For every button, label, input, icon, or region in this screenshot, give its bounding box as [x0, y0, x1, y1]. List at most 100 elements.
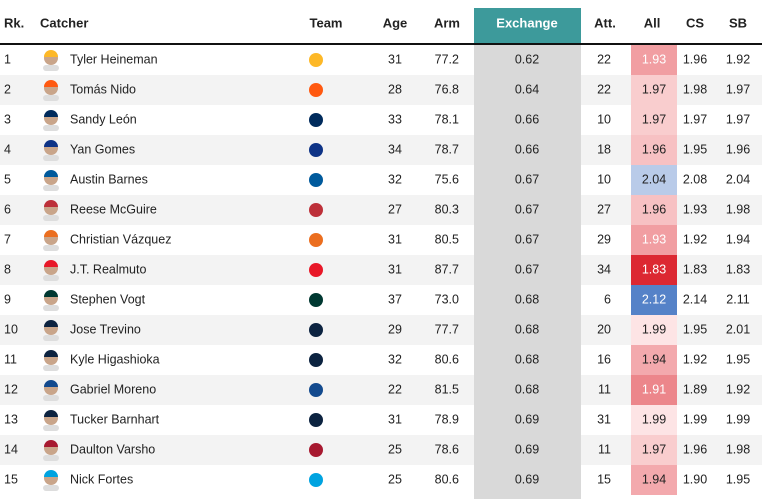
catcher-name: Christian Vázquez [70, 232, 171, 246]
header-cell[interactable]: Arm [434, 15, 460, 30]
pop-time-cs: 1.89 [683, 382, 707, 396]
pop-time-sb: 1.96 [726, 142, 750, 156]
all-cell-bg [631, 285, 677, 315]
team-logo [309, 203, 323, 217]
avatar-body [43, 335, 59, 341]
catcher-name: Nick Fortes [70, 472, 133, 486]
catcher-name: Tucker Barnhart [70, 412, 160, 426]
pop-time-all: 1.99 [642, 412, 666, 426]
pop-time-sb: 1.98 [726, 442, 750, 456]
pop-time-all: 1.96 [642, 142, 666, 156]
attempts: 34 [597, 262, 611, 276]
rank: 11 [4, 352, 17, 366]
exchange: 0.64 [515, 82, 539, 96]
pop-time-cs: 1.96 [683, 52, 707, 66]
avatar-cap [44, 440, 58, 447]
pop-time-sb: 1.97 [726, 82, 750, 96]
age: 31 [388, 262, 402, 276]
row-bg [0, 135, 474, 165]
team-logo [309, 263, 323, 277]
header-cell[interactable]: Rk. [4, 15, 24, 30]
header-cell[interactable]: Age [383, 15, 408, 30]
age: 31 [388, 412, 402, 426]
pop-time-cs: 1.99 [683, 412, 707, 426]
pop-time-sb: 1.94 [726, 232, 750, 246]
attempts: 18 [597, 142, 611, 156]
rank: 8 [4, 262, 11, 276]
pop-time-cs: 1.95 [683, 322, 707, 336]
attempts: 6 [604, 292, 611, 306]
row-bg [0, 375, 474, 405]
team-logo [309, 83, 323, 97]
pop-time-cs: 1.83 [683, 262, 707, 276]
rank: 5 [4, 172, 11, 186]
header-cell[interactable]: Catcher [40, 15, 88, 30]
pop-time-all: 1.93 [642, 52, 666, 66]
age: 22 [388, 382, 402, 396]
avatar-body [43, 215, 59, 221]
header-cell[interactable]: Team [310, 15, 343, 30]
arm: 80.5 [435, 232, 459, 246]
rank: 14 [4, 442, 18, 456]
avatar-body [43, 125, 59, 131]
catcher-name: Austin Barnes [70, 172, 148, 186]
team-logo [309, 53, 323, 67]
attempts: 22 [597, 52, 611, 66]
avatar-cap [44, 80, 58, 87]
pop-time-sb: 1.92 [726, 52, 750, 66]
header-rule [0, 43, 762, 45]
rank: 3 [4, 112, 11, 126]
header-cell[interactable]: Att. [594, 15, 616, 30]
header-cell[interactable]: SB [729, 15, 747, 30]
pop-time-all: 1.97 [642, 442, 666, 456]
pop-time-sb: 2.11 [726, 292, 749, 306]
pop-time-sb: 1.92 [726, 382, 750, 396]
avatar-cap [44, 350, 58, 357]
catcher-name: Stephen Vogt [70, 292, 146, 306]
avatar-cap [44, 170, 58, 177]
header-cell[interactable]: Exchange [496, 15, 557, 30]
pop-time-cs: 2.14 [683, 292, 707, 306]
all-cell-bg [631, 315, 677, 345]
exchange: 0.66 [515, 142, 539, 156]
row-bg [0, 195, 474, 225]
catcher-name: Tyler Heineman [70, 52, 158, 66]
row-bg [0, 75, 474, 105]
exchange: 0.68 [515, 292, 539, 306]
header-cell[interactable]: All [644, 15, 661, 30]
attempts: 31 [597, 412, 611, 426]
catcher-name: Tomás Nido [70, 82, 136, 96]
pop-time-all: 1.94 [642, 472, 666, 486]
arm: 75.6 [435, 172, 459, 186]
exchange: 0.62 [515, 52, 539, 66]
arm: 80.3 [435, 202, 459, 216]
rank: 1 [4, 52, 11, 66]
age: 33 [388, 112, 402, 126]
avatar-cap [44, 110, 58, 117]
team-logo [309, 413, 323, 427]
team-logo [309, 473, 323, 487]
age: 29 [388, 322, 402, 336]
header-cell[interactable]: CS [686, 15, 704, 30]
arm: 81.5 [435, 382, 459, 396]
rows: 1 Tyler Heineman 31 77.2 0.62 22 1.93 1.96 1.92 2… [0, 45, 762, 495]
avatar-cap [44, 290, 58, 297]
avatar-body [43, 185, 59, 191]
age: 37 [388, 292, 402, 306]
all-cell-bg [631, 195, 677, 225]
arm: 78.9 [435, 412, 459, 426]
avatar-cap [44, 230, 58, 237]
team-logo [309, 383, 323, 397]
rank: 4 [4, 142, 11, 156]
rank: 7 [4, 232, 11, 246]
rank: 9 [4, 292, 11, 306]
rank: 10 [4, 322, 18, 336]
pop-time-cs: 2.08 [683, 172, 707, 186]
team-logo [309, 323, 323, 337]
exchange: 0.67 [515, 202, 539, 216]
catcher-name: Kyle Higashioka [70, 352, 160, 366]
avatar-body [43, 365, 59, 371]
avatar-body [43, 485, 59, 491]
team-logo [309, 173, 323, 187]
catcher-name: Sandy León [70, 112, 137, 126]
